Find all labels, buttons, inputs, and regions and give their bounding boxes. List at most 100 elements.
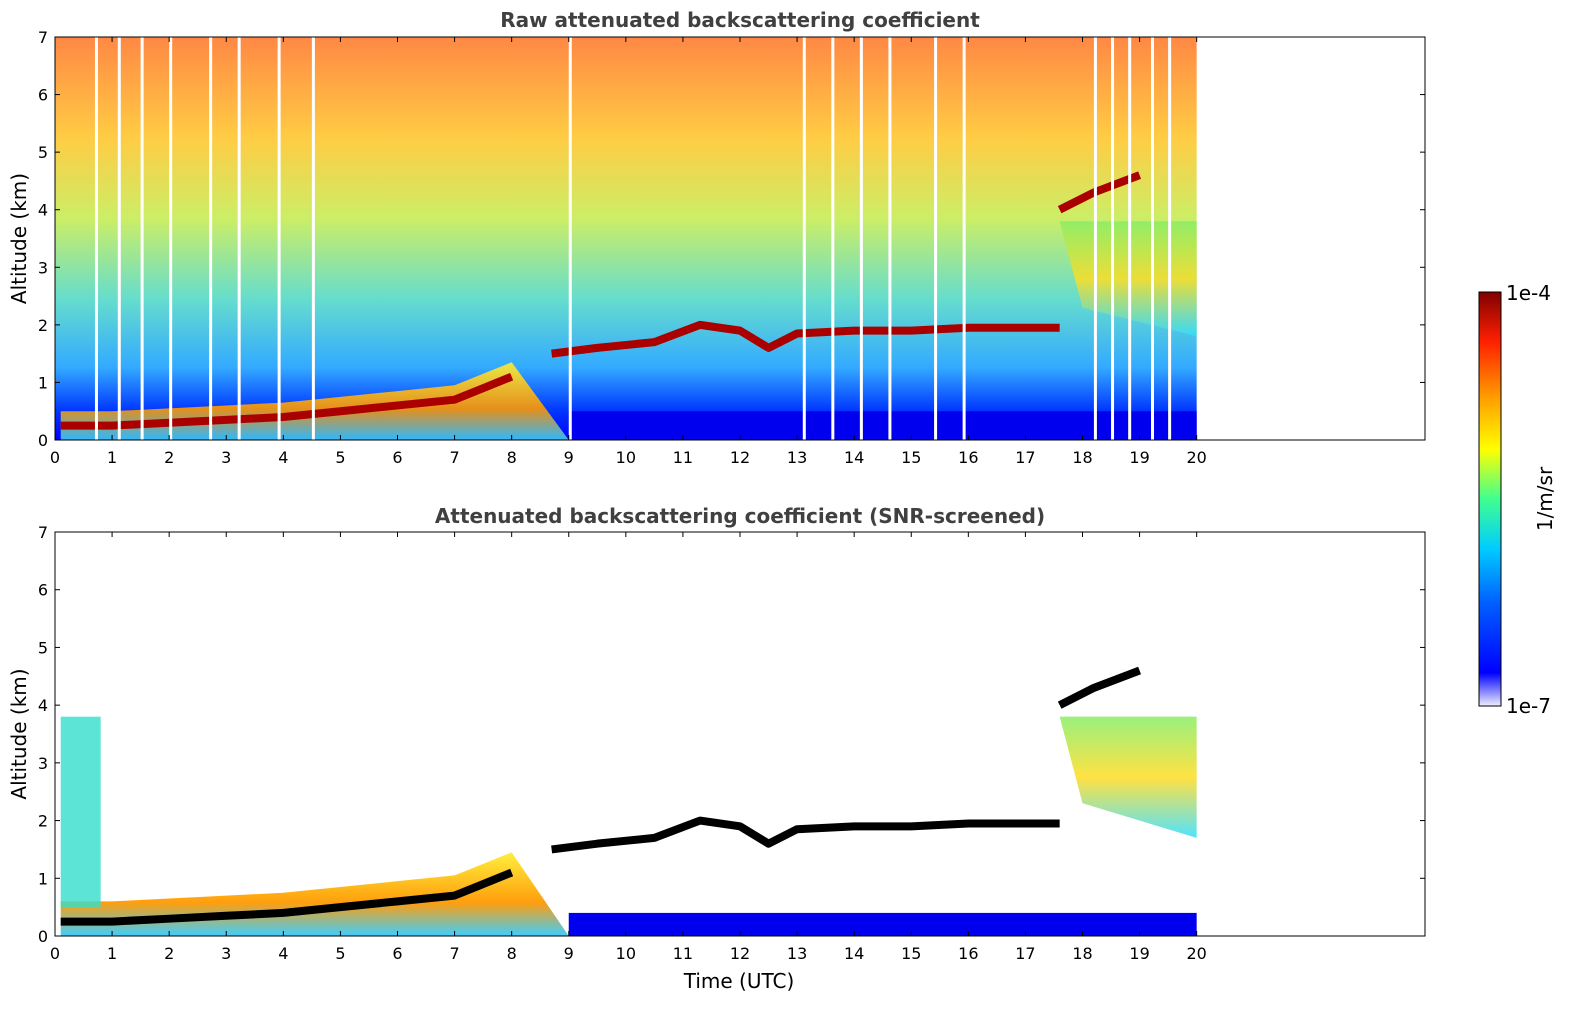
data-gap <box>237 37 241 440</box>
x-tick-label: 0 <box>50 448 60 467</box>
data-gap <box>831 37 835 440</box>
x-axis-label: Time (UTC) <box>683 969 795 993</box>
data-gap <box>117 37 121 440</box>
y-tick-label: 0 <box>38 431 48 450</box>
y-tick-label: 1 <box>38 869 48 888</box>
x-tick-label: 4 <box>278 944 288 963</box>
y-axis-label: Altitude (km) <box>7 173 31 304</box>
colorbar-max-label: 1e-4 <box>1506 281 1551 305</box>
x-tick-label: 9 <box>564 944 574 963</box>
y-tick-label: 7 <box>38 28 48 47</box>
noise-floor <box>568 912 1197 936</box>
x-tick-label: 15 <box>901 448 921 467</box>
data-gap <box>277 37 281 440</box>
x-tick-label: 5 <box>335 944 345 963</box>
x-tick-label: 1 <box>107 944 117 963</box>
data-gap <box>1111 37 1115 440</box>
x-tick-label: 4 <box>278 448 288 467</box>
data-gap <box>140 37 144 440</box>
y-tick-label: 6 <box>38 581 48 600</box>
x-tick-label: 10 <box>616 448 636 467</box>
y-tick-label: 3 <box>38 754 48 773</box>
backscatter-field <box>55 37 1197 440</box>
screened-backscatter-panel: 0 1 2 3 4 5 6 7 8 9 10 11 12 13 14 15 16 17 18 19 2001234567… <box>7 504 1426 993</box>
y-tick-label: 7 <box>38 523 48 542</box>
data-gap <box>888 37 892 440</box>
layer-2 <box>1057 666 1141 709</box>
x-tick-label: 19 <box>1129 448 1149 467</box>
chart-title: Raw attenuated backscattering coefficien… <box>500 8 980 32</box>
x-tick-label: 6 <box>392 944 402 963</box>
x-tick-label: 13 <box>787 944 807 963</box>
data-gap <box>169 37 173 440</box>
x-tick-label: 12 <box>730 944 750 963</box>
x-tick-label: 14 <box>844 944 864 963</box>
x-tick-label: 11 <box>673 448 693 467</box>
y-tick-label: 4 <box>38 201 48 220</box>
x-tick-label: 20 <box>1186 448 1206 467</box>
data-gap <box>1168 37 1172 440</box>
x-tick-label: 1 <box>107 448 117 467</box>
x-tick-label: 7 <box>449 448 459 467</box>
x-tick-label: 17 <box>1015 944 1035 963</box>
y-tick-label: 5 <box>38 638 48 657</box>
early-plume <box>60 716 101 908</box>
x-tick-label: 8 <box>507 448 517 467</box>
x-tick-label: 20 <box>1186 944 1206 963</box>
x-tick-label: 3 <box>221 448 231 467</box>
backscatter-field <box>60 666 1197 936</box>
x-tick-label: 8 <box>507 944 517 963</box>
data-gap <box>962 37 966 440</box>
x-tick-label: 14 <box>844 448 864 467</box>
data-gap <box>1093 37 1097 440</box>
layer-1 <box>551 320 1060 358</box>
raw-backscatter-panel: 0 1 2 3 4 5 6 7 8 9 10 11 12 13 14 15 16 17 18 19 2001234567… <box>7 8 1426 467</box>
x-tick-label: 5 <box>335 448 345 467</box>
layer-1 <box>551 816 1060 854</box>
x-tick-label: 9 <box>564 448 574 467</box>
colorbar: 1e-4 1e-7 1/m/sr <box>1478 281 1557 718</box>
x-tick-label: 0 <box>50 944 60 963</box>
x-tick-label: 2 <box>164 944 174 963</box>
x-tick-label: 11 <box>673 944 693 963</box>
y-tick-label: 4 <box>38 696 48 715</box>
signal-background <box>55 37 1197 440</box>
x-tick-label: 7 <box>449 944 459 963</box>
x-tick-label: 16 <box>958 448 978 467</box>
y-tick-label: 3 <box>38 258 48 277</box>
x-tick-label: 3 <box>221 944 231 963</box>
y-tick-label: 0 <box>38 927 48 946</box>
plot-frame <box>54 531 1426 937</box>
y-tick-label: 1 <box>38 373 48 392</box>
data-gap <box>934 37 938 440</box>
x-tick-label: 15 <box>901 944 921 963</box>
x-tick-label: 18 <box>1072 944 1092 963</box>
y-tick-label: 2 <box>38 316 48 335</box>
y-axis-label: Altitude (km) <box>7 668 31 799</box>
data-gap <box>1151 37 1154 440</box>
colorbar-unit-label: 1/m/sr <box>1533 466 1557 531</box>
layer-0 <box>60 868 514 926</box>
colorbar-min-label: 1e-7 <box>1506 694 1551 718</box>
data-gap <box>94 37 98 440</box>
x-tick-label: 17 <box>1015 448 1035 467</box>
data-gap <box>311 37 315 440</box>
x-tick-label: 6 <box>392 448 402 467</box>
data-gap <box>209 37 213 440</box>
noise-floor <box>568 411 1197 440</box>
data-gap <box>1128 37 1132 440</box>
cirrus-streaks <box>1059 716 1197 838</box>
data-gap <box>802 37 806 440</box>
x-tick-label: 13 <box>787 448 807 467</box>
y-tick-label: 5 <box>38 143 48 162</box>
x-tick-label: 2 <box>164 448 174 467</box>
x-tick-label: 19 <box>1129 944 1149 963</box>
x-tick-label: 16 <box>958 944 978 963</box>
chart-title: Attenuated backscattering coefficient (S… <box>435 504 1045 528</box>
data-gap <box>568 37 572 440</box>
colorbar-gradient <box>1478 291 1502 707</box>
data-gap <box>859 37 863 440</box>
x-tick-label: 18 <box>1072 448 1092 467</box>
x-tick-label: 12 <box>730 448 750 467</box>
